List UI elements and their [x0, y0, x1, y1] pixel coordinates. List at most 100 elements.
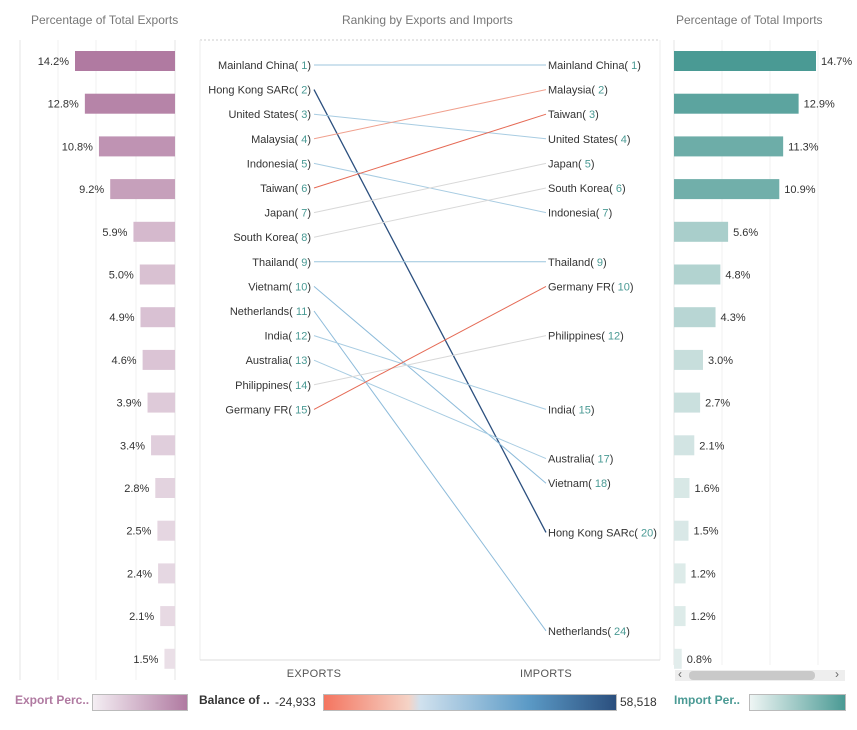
import-bar-label: 5.6% — [733, 227, 758, 239]
export-bar[interactable] — [147, 392, 175, 413]
export-bar[interactable] — [140, 307, 175, 328]
balance-max-value: 58,518 — [620, 695, 657, 709]
export-rank-label: Australia( 13) — [246, 355, 311, 367]
rank-line[interactable] — [313, 335, 547, 410]
rank-line[interactable] — [313, 162, 547, 214]
export-bar[interactable] — [164, 648, 175, 669]
export-bar-label: 2.4% — [127, 568, 152, 580]
export-rank-label: Japan( 7) — [265, 208, 312, 220]
import-bar-label: 0.8% — [687, 654, 712, 666]
import-bar[interactable] — [674, 392, 701, 413]
export-bar[interactable] — [158, 563, 175, 584]
export-rank-label: Taiwan( 6) — [260, 183, 311, 195]
import-bar[interactable] — [674, 264, 721, 285]
export-bar[interactable] — [110, 179, 175, 200]
import-bar[interactable] — [674, 307, 716, 328]
export-rank-label: Hong Kong SARc( 2) — [208, 85, 311, 97]
import-rank-label: Hong Kong SARc( 20) — [548, 527, 657, 539]
rank-line[interactable] — [313, 187, 547, 238]
import-rank-label: United States( 4) — [548, 134, 631, 146]
export-bar[interactable] — [160, 606, 175, 627]
export-bar-label: 5.9% — [102, 227, 127, 239]
export-bar[interactable] — [98, 136, 175, 157]
export-bar-label: 4.9% — [109, 312, 134, 324]
rank-line[interactable] — [313, 113, 547, 140]
export-rank-label: Germany FR( 15) — [225, 404, 311, 416]
import-rank-label: Australia( 17) — [548, 454, 613, 466]
import-legend-ramp — [749, 694, 846, 711]
import-bar[interactable] — [674, 520, 689, 541]
import-bar[interactable] — [674, 221, 729, 242]
export-rank-label: United States( 3) — [228, 109, 311, 121]
import-bar[interactable] — [674, 478, 690, 498]
import-bar-label: 4.3% — [721, 312, 746, 324]
import-bar[interactable] — [674, 648, 682, 669]
import-bar[interactable] — [674, 136, 784, 157]
export-rank-label: Netherlands( 11) — [230, 306, 311, 318]
scrollbar-thumb[interactable] — [689, 671, 815, 680]
import-rank-label: Mainland China( 1) — [548, 60, 641, 72]
import-bar[interactable] — [674, 606, 686, 627]
import-bar-label: 11.3% — [788, 141, 819, 153]
export-bar-label: 5.0% — [109, 270, 134, 282]
imports-axis-label: IMPORTS — [520, 668, 572, 680]
rank-line[interactable] — [313, 89, 547, 140]
import-bar-label: 12.9% — [804, 99, 835, 111]
scroll-left-icon[interactable]: ‹ — [678, 667, 682, 681]
balance-legend-ramp — [323, 694, 617, 711]
import-rank-label: South Korea( 6) — [548, 183, 626, 195]
export-bar[interactable] — [75, 51, 175, 71]
import-bar-label: 1.2% — [691, 568, 716, 580]
export-bar[interactable] — [139, 264, 175, 285]
export-rank-label: Indonesia( 5) — [247, 158, 311, 170]
rank-line[interactable] — [313, 89, 547, 533]
export-bar-label: 9.2% — [79, 184, 104, 196]
export-bar[interactable] — [133, 221, 175, 242]
import-bar-label: 1.2% — [691, 611, 716, 623]
import-bar-label: 1.6% — [694, 483, 719, 495]
export-rank-label: Vietnam( 10) — [248, 281, 311, 293]
rank-line[interactable] — [313, 335, 547, 386]
export-rank-label: India( 12) — [265, 331, 312, 343]
import-rank-label: Indonesia( 7) — [548, 208, 612, 220]
export-bar[interactable] — [142, 349, 175, 370]
export-bar[interactable] — [157, 520, 175, 541]
export-rank-label: Thailand( 9) — [252, 257, 311, 269]
import-bar[interactable] — [674, 93, 799, 114]
export-bar-label: 2.5% — [126, 526, 151, 538]
import-bar[interactable] — [674, 179, 780, 200]
export-bar[interactable] — [155, 478, 175, 498]
rank-line[interactable] — [313, 359, 547, 460]
scroll-right-icon[interactable]: › — [835, 667, 839, 681]
imports-panel-title: Percentage of Total Imports — [676, 13, 823, 27]
import-bar[interactable] — [674, 435, 695, 456]
import-bar-label: 3.0% — [708, 355, 733, 367]
export-rank-label: South Korea( 8) — [233, 232, 311, 244]
exports-panel-title: Percentage of Total Exports — [31, 13, 179, 27]
export-bar[interactable] — [84, 93, 175, 114]
import-rank-label: Japan( 5) — [548, 158, 595, 170]
exports-axis-label: EXPORTS — [287, 668, 341, 680]
import-bar-label: 2.7% — [705, 398, 730, 410]
import-rank-label: Vietnam( 18) — [548, 478, 611, 490]
rank-line[interactable] — [313, 113, 547, 189]
import-rank-label: Germany FR( 10) — [548, 281, 634, 293]
export-bar-label: 3.9% — [116, 398, 141, 410]
ranking-panel-title: Ranking by Exports and Imports — [342, 13, 513, 27]
import-bar[interactable] — [674, 349, 703, 370]
rank-line[interactable] — [313, 285, 547, 410]
rank-line[interactable] — [313, 310, 547, 632]
export-legend-ramp — [92, 694, 188, 711]
import-bar[interactable] — [674, 563, 686, 584]
export-bar-label: 1.5% — [133, 654, 158, 666]
balance-legend-label: Balance of .. — [199, 693, 270, 707]
export-bar-label: 14.2% — [38, 56, 69, 68]
import-rank-label: Malaysia( 2) — [548, 85, 608, 97]
rank-line[interactable] — [313, 286, 547, 484]
export-bar-label: 2.1% — [129, 611, 154, 623]
import-bar-label: 4.8% — [725, 270, 750, 282]
export-bar[interactable] — [151, 435, 175, 456]
import-bar-label: 1.5% — [693, 526, 718, 538]
import-rank-label: India( 15) — [548, 404, 595, 416]
import-bar[interactable] — [674, 51, 816, 71]
